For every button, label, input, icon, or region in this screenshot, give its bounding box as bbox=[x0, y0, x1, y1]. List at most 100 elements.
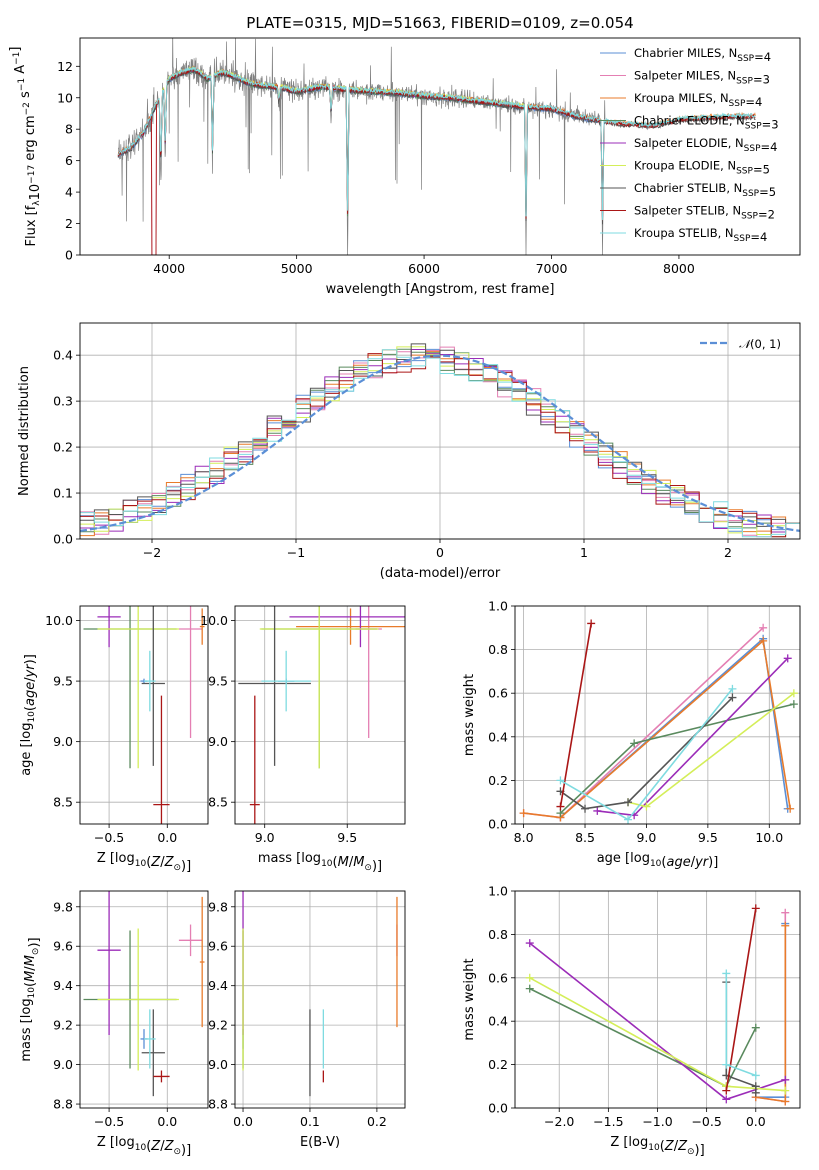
spectrum-plot-area bbox=[117, 38, 756, 255]
mass_vs_metallicity-y-tick-label: 9.6 bbox=[53, 939, 73, 954]
legend-label: Chabrier ELODIE, NSSP=3 bbox=[634, 114, 779, 132]
mass_weight_vs_metallicity-x-tick-label: −2.0 bbox=[544, 1114, 574, 1129]
salpeter_miles-weight-marker bbox=[781, 908, 790, 917]
kroupa_elodie-weight-marker bbox=[781, 1086, 790, 1095]
age_vs_mass-frame bbox=[234, 605, 406, 825]
chabrier_stelib-weight-marker bbox=[728, 693, 737, 702]
residual_histogram-y-tick-label: 0.4 bbox=[53, 348, 73, 363]
kroupa_miles-weight-marker bbox=[519, 809, 528, 818]
chabrier_stelib-weight-marker bbox=[581, 804, 590, 813]
kroupa_elodie-weight-marker bbox=[789, 689, 798, 698]
residual_histogram-y-tick-label: 0.0 bbox=[53, 532, 73, 547]
mass_weight_vs_age-y-label: mass weight bbox=[462, 674, 477, 756]
spectrum-y-tick-label: 6 bbox=[65, 153, 73, 168]
legend-label: 𝒩(0, 1) bbox=[739, 337, 781, 351]
spectrum-y-label: Flux [fλ10−17 erg cm−2 s−1 A−1] bbox=[8, 47, 43, 247]
mass_weight_vs_age-y-tick-label: 0.2 bbox=[488, 773, 508, 788]
mass_weight_vs_age-frame bbox=[514, 605, 801, 825]
mass_vs_metallicity-x-label: Z [log10(Z/Z⊙)] bbox=[97, 1135, 191, 1158]
mass_vs_metallicity-y-tick-label: 9.4 bbox=[53, 978, 73, 993]
mass_vs_ebv-y-tick-label: 9.8 bbox=[208, 899, 228, 914]
mass_vs_ebv-y-tick-label: 9.2 bbox=[208, 1018, 228, 1033]
chabrier_stelib-weight-marker bbox=[624, 798, 633, 807]
mass_weight_vs_metallicity-y-tick-label: 0.4 bbox=[488, 1014, 508, 1029]
spectrum-y-tick-label: 0 bbox=[65, 248, 73, 263]
mass_weight_vs_age-x-tick-label: 9.5 bbox=[698, 830, 718, 845]
kroupa_stelib-weight-marker bbox=[556, 776, 565, 785]
residual_histogram-y-tick-label: 0.3 bbox=[53, 394, 73, 409]
mass_vs_metallicity-x-tick-label: 0.0 bbox=[157, 1114, 177, 1129]
spectrum-x-tick-label: 6000 bbox=[408, 261, 440, 276]
chabrier_elodie-weight-marker bbox=[751, 1023, 760, 1032]
mass_vs_metallicity-frame bbox=[79, 890, 209, 1109]
residual_histogram-x-tick-label: 1 bbox=[580, 545, 588, 560]
age_vs_metallicity-y-label: age [log10(age/yr)] bbox=[19, 654, 38, 776]
age_vs_mass-panel: 9.0 9.5 8.5 9.0 9.5 10.0 mass [log10(M/M⊙)] bbox=[200, 605, 406, 874]
mass_vs_ebv-x-label: E(B-V) bbox=[300, 1135, 340, 1150]
mass_vs_ebv-y-tick-label: 8.8 bbox=[208, 1097, 228, 1112]
age_vs_mass-grid bbox=[235, 606, 405, 824]
residual_histogram-y-tick-label: 0.2 bbox=[53, 440, 73, 455]
age_vs_metallicity-x-tick-label: 0.0 bbox=[157, 830, 177, 845]
spectrum-y-tick-label: 4 bbox=[65, 185, 73, 200]
spectrum-panel: 4000 5000 6000 7000 8000 0 2 4 6 8 10 12 Chabrier MI… bbox=[8, 37, 801, 297]
legend-label: Salpeter MILES, NSSP=3 bbox=[634, 69, 770, 87]
spectrum-x-tick-label: 4000 bbox=[153, 261, 185, 276]
age_vs_mass-y-tick-label: 8.5 bbox=[208, 795, 228, 810]
mass_weight_vs_age-y-tick-label: 0.6 bbox=[488, 686, 508, 701]
spectrum-x-tick-label: 5000 bbox=[281, 261, 313, 276]
mass_weight_vs_metallicity-y-label: mass weight bbox=[462, 958, 477, 1040]
mass_vs_ebv-x-tick-label: 0.1 bbox=[300, 1114, 320, 1129]
kroupa_miles-weight-marker bbox=[781, 921, 790, 930]
salpeter_stelib-weight-marker bbox=[722, 1086, 731, 1095]
mass_vs_ebv-y-tick-label: 9.0 bbox=[208, 1057, 228, 1072]
mass_vs_ebv-plot-area bbox=[242, 891, 398, 1097]
mass_vs_ebv-y-tick-label: 9.6 bbox=[208, 939, 228, 954]
salpeter_stelib-weight-line bbox=[559, 623, 592, 807]
residual_histogram-plot-area bbox=[80, 343, 800, 538]
mass_weight_vs_age-panel: 8.0 8.5 9.0 9.5 10.0 0.0 0.2 0.4 0.6 0.8 1.0 age [l… bbox=[462, 599, 801, 870]
age_vs_metallicity-panel: −0.5 0.0 8.5 9.0 9.5 10.0 Z [log10(Z/Z⊙)] age [… bbox=[19, 605, 209, 874]
salpeter_miles-weight-line bbox=[523, 627, 764, 819]
kroupa_miles-weight-marker bbox=[759, 636, 768, 645]
age_vs_mass-y-tick-label: 9.0 bbox=[208, 734, 228, 749]
salpeter_elodie-weight-marker bbox=[593, 806, 602, 815]
spectrum-x-tick-label: 8000 bbox=[663, 261, 695, 276]
kroupa_stelib-weight-marker bbox=[624, 815, 633, 824]
residual_histogram-x-tick-label: 2 bbox=[724, 545, 732, 560]
mass_weight_vs_age-x-label: age [log10(age/yr)] bbox=[597, 851, 719, 870]
legend-label: Kroupa ELODIE, NSSP=5 bbox=[634, 159, 770, 177]
mass_weight_vs_metallicity-frame bbox=[514, 890, 801, 1109]
salpeter_stelib-weight-marker bbox=[587, 619, 596, 628]
residual_histogram-y-tick-label: 0.1 bbox=[53, 486, 73, 501]
mass_vs_metallicity-y-label: mass [log10(M/M⊙)] bbox=[19, 937, 42, 1061]
residual_histogram-x-tick-label: −1 bbox=[287, 545, 305, 560]
chabrier_elodie-weight-marker bbox=[525, 984, 534, 993]
kroupa_stelib-weight-marker bbox=[722, 969, 731, 978]
salpeter_stelib-weight-line bbox=[725, 908, 757, 1091]
mass_weight_vs_metallicity-y-tick-label: 0.8 bbox=[488, 927, 508, 942]
mass_vs_metallicity-y-tick-label: 9.2 bbox=[53, 1018, 73, 1033]
residual-legend: 𝒩(0, 1) bbox=[700, 337, 781, 351]
mass_vs_metallicity-y-tick-label: 9.0 bbox=[53, 1057, 73, 1072]
age_vs_metallicity-plot-area bbox=[83, 606, 205, 824]
chabrier_miles-weight-line bbox=[559, 637, 789, 819]
residual_histogram-y-label: Normed distribution bbox=[17, 366, 32, 496]
spectrum-y-tick-label: 8 bbox=[65, 122, 73, 137]
salpeter_elodie-weight-marker bbox=[525, 939, 534, 948]
chabrier_elodie-weight-line bbox=[529, 987, 757, 1088]
age_vs_metallicity-y-tick-label: 8.5 bbox=[53, 795, 73, 810]
spectrum-legend: Chabrier MILES, NSSP=4 Salpeter MILES, NS… bbox=[600, 46, 779, 244]
mass_weight_vs_metallicity-y-tick-label: 0.2 bbox=[488, 1057, 508, 1072]
mass_weight_vs_metallicity-panel: −2.0 −1.5 −1.0 −0.5 0.0 0.0 0.2 0.4 0.6 0.8 1.0 Z [… bbox=[462, 884, 801, 1158]
mass_weight_vs_age-y-tick-label: 0.0 bbox=[488, 817, 508, 832]
age_vs_metallicity-grid bbox=[80, 606, 208, 824]
residual_histogram-x-tick-label: −2 bbox=[143, 545, 161, 560]
mass_vs_metallicity-plot-area bbox=[83, 891, 205, 1097]
kroupa_stelib-weight-marker bbox=[728, 684, 737, 693]
spectrum-y-tick-label: 10 bbox=[57, 90, 73, 105]
salpeter_miles-weight-marker bbox=[759, 623, 768, 632]
age_vs_mass-y-tick-label: 10.0 bbox=[200, 613, 228, 628]
legend-label: Kroupa MILES, NSSP=4 bbox=[634, 91, 762, 109]
spectrum-y-tick-label: 2 bbox=[65, 216, 73, 231]
